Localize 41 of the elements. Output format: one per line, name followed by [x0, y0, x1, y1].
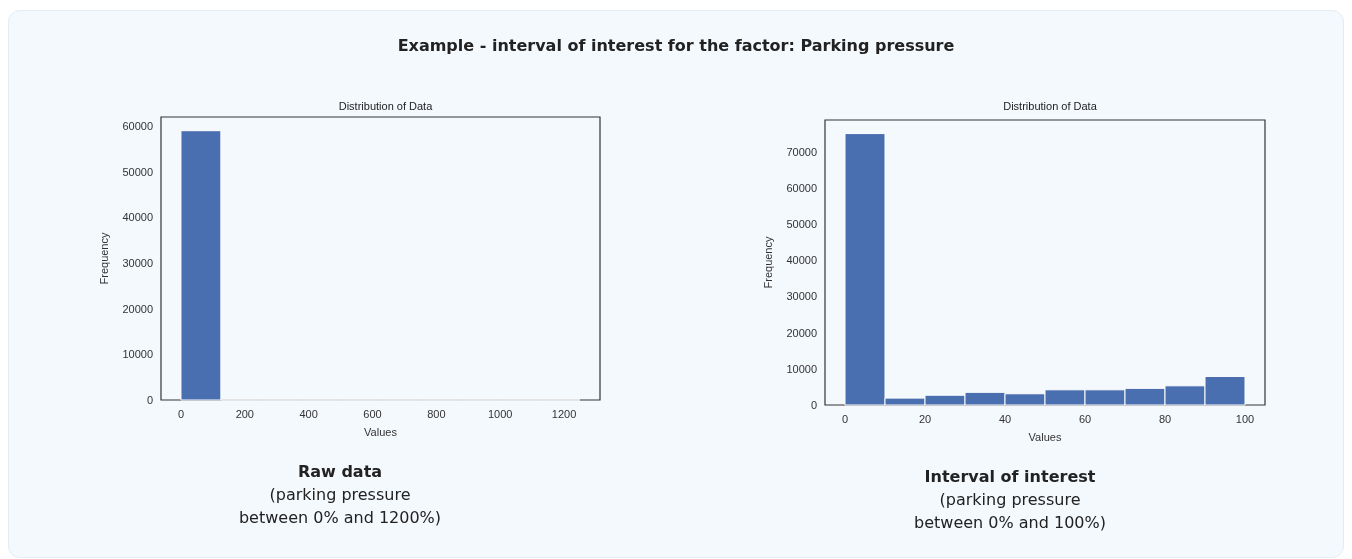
x-tick-label: 40: [998, 412, 1012, 425]
y-tick-label: 20000: [786, 326, 817, 339]
text: Example - interval of interest for the factor: Parking pressure: [396, 36, 956, 55]
x-tick-label: 1200: [551, 407, 577, 420]
text: Interval of interest: [923, 466, 1097, 488]
x-tick-label: 0: [177, 407, 185, 420]
y-tick-label: 10000: [786, 362, 817, 375]
x-axis-title: Values: [1028, 430, 1062, 443]
x-tick-label: 400: [299, 407, 318, 420]
y-tick-label: 50000: [122, 165, 153, 178]
y-axis-title: Frequency: [761, 236, 774, 289]
x-tick-label: 200: [235, 407, 254, 420]
y-tick-label: 70000: [786, 145, 817, 158]
x-tick-label: 600: [363, 407, 382, 420]
y-tick-label: 30000: [786, 290, 817, 303]
text: (parking pressure: [268, 484, 412, 506]
x-tick-label: 80: [1158, 412, 1172, 425]
y-tick-label: 20000: [122, 302, 153, 315]
x-tick-label: 60: [1078, 412, 1092, 425]
y-tick-label: 10000: [122, 348, 153, 361]
text: between 0% and 1200%): [237, 507, 443, 529]
y-tick-label: 0: [810, 399, 817, 411]
y-tick-label: 50000: [786, 218, 817, 231]
x-tick-label: 100: [1235, 412, 1255, 425]
x-tick-label: 800: [427, 407, 446, 420]
text: between 0% and 100%): [913, 512, 1107, 534]
x-tick-label: 0: [841, 412, 849, 425]
y-tick-label: 60000: [786, 181, 817, 194]
y-tick-label: 60000: [122, 120, 153, 133]
chart-title: Distribution of Data: [1003, 99, 1098, 112]
y-tick-label: 40000: [786, 254, 817, 267]
x-tick-label: 20: [918, 412, 932, 425]
text: (parking pressure: [938, 489, 1082, 511]
x-tick-label: 1000: [487, 407, 513, 420]
y-tick-label: 40000: [122, 211, 153, 224]
text: Raw data: [296, 461, 384, 483]
y-tick-label: 0: [146, 394, 153, 406]
chart-title: Distribution of Data: [338, 99, 434, 112]
y-axis-title: Frequency: [97, 232, 110, 285]
x-axis-title: Values: [364, 425, 398, 438]
y-tick-label: 30000: [122, 257, 153, 270]
